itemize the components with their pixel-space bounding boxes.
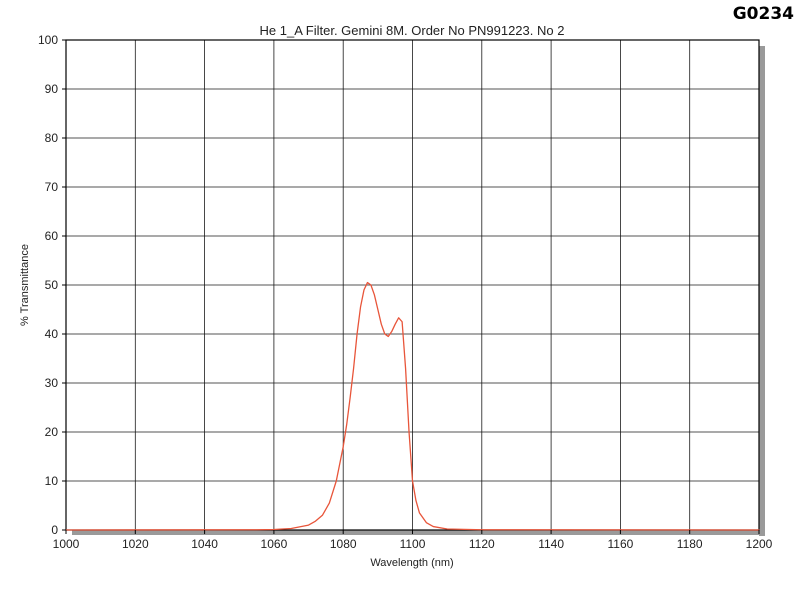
x-tick-label: 1000	[53, 537, 80, 551]
y-tick-label: 100	[38, 33, 58, 47]
x-axis-label: Wavelength (nm)	[370, 557, 453, 569]
corner-tag: G0234	[732, 4, 794, 24]
x-tick-label: 1120	[469, 537, 495, 551]
y-tick-label: 20	[45, 425, 59, 439]
y-tick-label: 90	[45, 82, 59, 96]
x-tick-label: 1100	[400, 537, 426, 551]
y-axis-ticks: 0 10 20 30 40 50 60 70 80 90 100	[38, 33, 66, 537]
y-axis-label: % Transmittance	[19, 244, 31, 326]
chart-title: He 1_A Filter. Gemini 8M. Order No PN991…	[260, 23, 565, 38]
y-tick-label: 30	[45, 376, 59, 390]
y-tick-label: 70	[45, 180, 59, 194]
x-tick-label: 1060	[261, 537, 288, 551]
x-tick-label: 1180	[677, 537, 703, 551]
series-line-0	[65, 281, 760, 531]
y-tick-label: 10	[45, 474, 59, 488]
x-axis-ticks: 1000 1020 1040 1060 1080 1100 1120 1140 1160 1180…	[53, 530, 773, 551]
y-tick-label: 60	[45, 229, 59, 243]
x-tick-label: 1200	[746, 537, 773, 551]
plot-shadow-right	[759, 46, 765, 536]
x-tick-label: 1020	[122, 537, 149, 551]
x-tick-label: 1160	[607, 537, 633, 551]
y-tick-label: 50	[45, 278, 59, 292]
x-tick-label: 1140	[538, 537, 564, 551]
y-tick-label: 80	[45, 131, 59, 145]
x-tick-label: 1080	[330, 537, 357, 551]
y-tick-label: 40	[45, 327, 59, 341]
plot-shadow-bottom	[72, 530, 765, 535]
y-tick-label: 0	[51, 523, 58, 537]
series-layer	[65, 281, 760, 531]
plot-shadow	[72, 46, 765, 536]
x-tick-label: 1040	[191, 537, 218, 551]
